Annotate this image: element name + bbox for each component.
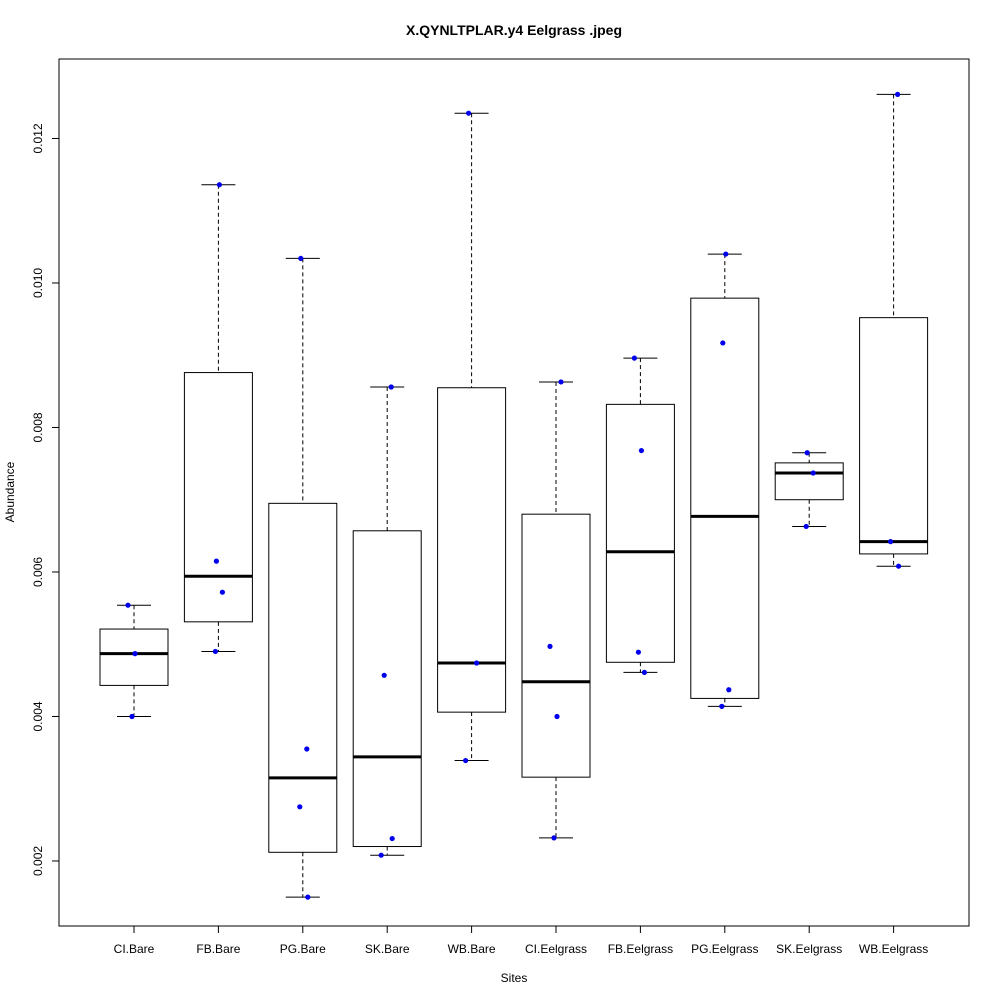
data-point [631, 355, 638, 361]
data-point [129, 713, 135, 720]
chart-title: X.QYNLTPLAR.y4 Eelgrass .jpeg [406, 22, 622, 38]
data-point [723, 251, 729, 257]
points-layer [125, 91, 902, 900]
box-WB.Eelgrass [859, 93, 929, 567]
data-point [547, 643, 553, 649]
iqr-box [99, 628, 169, 686]
data-point [298, 255, 304, 262]
data-point [297, 804, 303, 810]
data-point [551, 835, 557, 841]
data-point [378, 852, 384, 858]
y-tick-label: 0.012 [31, 123, 45, 153]
box-WB.Bare [437, 112, 507, 762]
y-tick-label: 0.010 [31, 268, 45, 298]
box-FB.Bare [183, 184, 253, 652]
x-axis: CI.Bare FB.Bare PG.Bare SK.Bare WB.Bare CI.Ee… [114, 925, 928, 956]
box-CI.Eelgrass [521, 381, 591, 839]
data-point [463, 757, 469, 764]
y-tick-label: 0.004 [31, 701, 45, 731]
data-point [810, 470, 816, 476]
data-point [219, 589, 225, 595]
data-point [888, 539, 894, 545]
data-point [381, 672, 387, 678]
box-PG.Bare [268, 257, 338, 898]
y-axis-label: Abundance [3, 461, 17, 522]
iqr-box [774, 462, 844, 501]
data-point [132, 651, 138, 657]
x-tick-label: CI.Bare [114, 942, 155, 956]
box-PG.Eelgrass [690, 253, 760, 707]
x-tick-label: PG.Eelgrass [691, 942, 758, 956]
iqr-box [437, 387, 507, 713]
data-point [388, 384, 394, 390]
iqr-box [268, 502, 338, 853]
iqr-box [859, 317, 929, 555]
x-axis-label: Sites [501, 971, 528, 985]
data-point [213, 558, 219, 564]
x-tick-label: SK.Bare [365, 942, 410, 956]
data-point [466, 110, 472, 116]
y-axis: 0.002 0.004 0.006 0.008 0.010 0.012 [31, 123, 60, 876]
data-point [474, 660, 480, 666]
data-point [895, 91, 901, 98]
iqr-box [183, 372, 253, 623]
x-tick-label: WB.Eelgrass [859, 942, 928, 956]
x-tick-label: SK.Eelgrass [776, 942, 842, 956]
x-tick-label: PG.Bare [280, 942, 326, 956]
boxes-layer [99, 93, 929, 898]
data-point [125, 602, 131, 608]
y-tick-label: 0.008 [31, 412, 45, 442]
data-point [216, 182, 222, 188]
iqr-box [352, 530, 422, 848]
iqr-box [521, 513, 591, 778]
data-point [896, 563, 902, 569]
data-point [389, 835, 395, 842]
box-FB.Eelgrass [605, 357, 675, 673]
x-tick-label: CI.Eelgrass [525, 942, 587, 956]
data-point [635, 649, 642, 655]
iqr-box [605, 403, 675, 663]
data-point [212, 648, 218, 655]
data-point [719, 703, 725, 709]
y-tick-label: 0.002 [31, 846, 45, 876]
data-point [638, 447, 645, 454]
box-SK.Eelgrass [774, 452, 844, 527]
data-point [726, 687, 732, 693]
data-point [558, 379, 564, 385]
x-tick-label: FB.Eelgrass [608, 942, 673, 956]
data-point [304, 746, 310, 752]
data-point [720, 340, 726, 346]
x-tick-label: FB.Bare [196, 942, 240, 956]
iqr-box [690, 297, 760, 699]
data-point [305, 894, 311, 900]
y-tick-label: 0.006 [31, 557, 45, 587]
data-point [804, 450, 810, 456]
data-point [554, 713, 560, 720]
box-SK.Bare [352, 386, 422, 856]
data-point [641, 669, 648, 676]
x-tick-label: WB.Bare [448, 942, 496, 956]
box-CI.Bare [99, 604, 169, 717]
data-point [803, 523, 809, 530]
